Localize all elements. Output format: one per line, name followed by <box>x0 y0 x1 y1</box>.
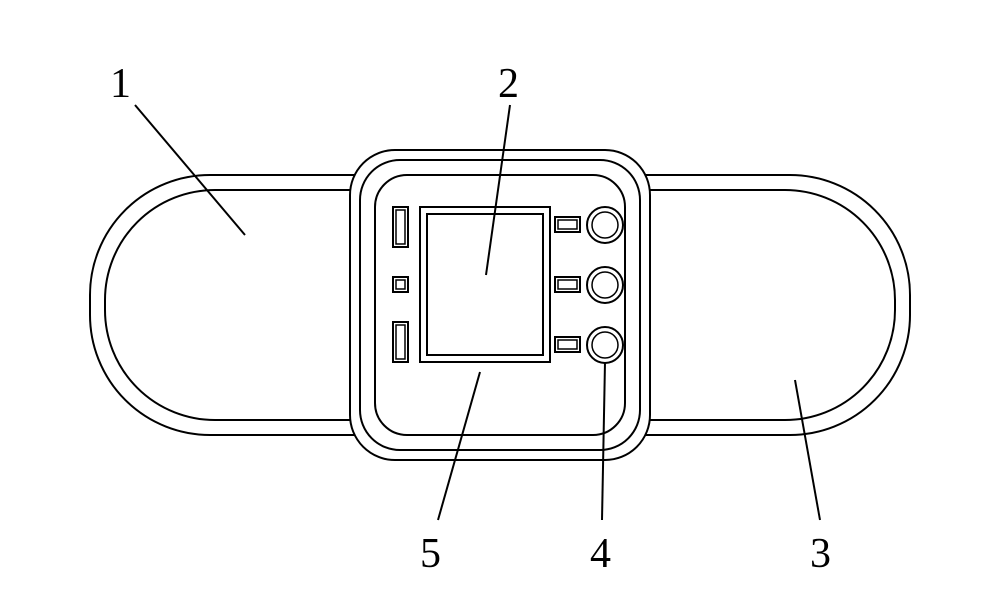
callout-label-5: 5 <box>420 530 441 578</box>
callout-label-3: 3 <box>810 530 831 578</box>
callout-label-4: 4 <box>590 530 611 578</box>
callout-label-2: 2 <box>498 60 519 108</box>
callout-label-1: 1 <box>110 60 131 108</box>
